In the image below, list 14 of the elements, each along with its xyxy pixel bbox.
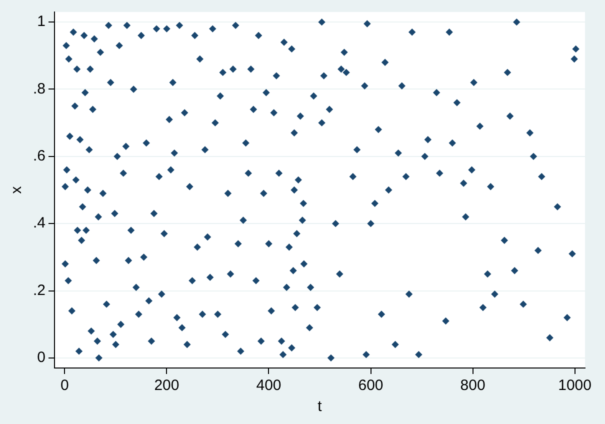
y-tick-label: .6 xyxy=(32,148,46,165)
x-tick-label: 600 xyxy=(358,377,384,394)
y-tick-label: 0 xyxy=(37,349,46,366)
x-axis-title: t xyxy=(318,398,323,416)
y-axis-title: x xyxy=(8,186,26,194)
y-tick-label: .4 xyxy=(32,214,46,232)
x-tick-label: 200 xyxy=(154,377,180,394)
x-tick-label: 400 xyxy=(256,377,282,394)
x-tick-label: 800 xyxy=(460,377,486,394)
y-tick-label: 1 xyxy=(37,13,46,30)
y-tick-label: .2 xyxy=(32,282,46,299)
x-tick-label: 1000 xyxy=(558,377,592,394)
y-tick-label: .8 xyxy=(32,80,46,98)
x-tick-label: 0 xyxy=(60,377,69,394)
